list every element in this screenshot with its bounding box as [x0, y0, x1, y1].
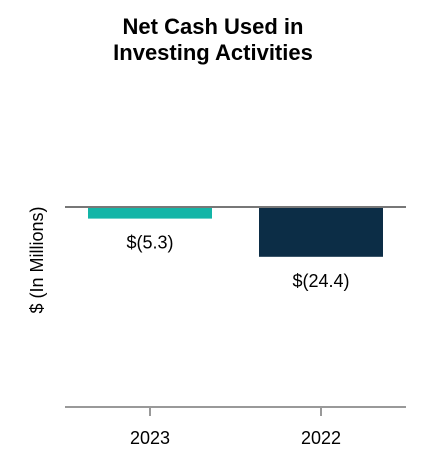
x-tick-label-2022: 2022 [301, 428, 341, 448]
data-label-2022: $(24.4) [292, 271, 349, 291]
x-tick-label-2023: 2023 [130, 428, 170, 448]
y-axis-label: $ (In Millions) [27, 206, 47, 313]
bar-2023 [88, 208, 212, 219]
chart-title: Net Cash Used in Investing Activities [113, 14, 313, 65]
data-label-2023: $(5.3) [126, 233, 173, 253]
bar-2022 [259, 208, 383, 257]
